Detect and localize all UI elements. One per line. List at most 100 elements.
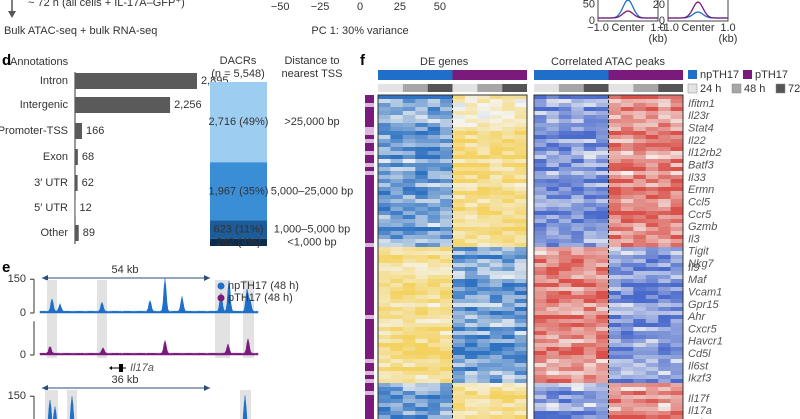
heatmap-cell: [514, 123, 528, 128]
heatmap-cell: [502, 131, 515, 136]
heatmap-cell: [402, 267, 416, 272]
heatmap-cell: [558, 399, 572, 404]
heatmap-cell: [596, 319, 609, 324]
profile-frame: [667, 0, 729, 22]
heatmap-cell: [427, 155, 441, 160]
heatmap-cell: [608, 143, 622, 148]
heatmap-cell: [658, 395, 671, 400]
heatmap-cell: [658, 331, 671, 336]
heatmap-cell: [440, 127, 453, 132]
heatmap-cell: [558, 363, 572, 368]
heatmap-cell: [402, 131, 416, 136]
heatmap-cell: [571, 251, 584, 256]
heatmap-cell: [658, 227, 671, 232]
heatmap-cell: [452, 95, 466, 100]
heatmap-cell: [415, 315, 428, 320]
heatmap-cell: [415, 283, 428, 288]
heatmap-cell: [440, 231, 453, 236]
heatmap-cell: [464, 335, 478, 340]
heatmap-cell: [390, 259, 404, 264]
heatmap-cell: [477, 331, 490, 336]
heatmap-cell: [502, 319, 515, 324]
time-bar: [427, 84, 453, 92]
heatmap-cell: [534, 307, 547, 312]
heatmap-cell: [390, 283, 404, 288]
heatmap-cell: [633, 331, 646, 336]
heatmap-cell: [571, 315, 584, 320]
heatmap-cell: [658, 335, 671, 340]
heatmap-cell: [427, 163, 441, 168]
heatmap-cell: [440, 347, 453, 352]
heatmap-cell: [670, 203, 684, 208]
heatmap-cell: [514, 395, 528, 400]
heatmap-cell: [571, 119, 584, 124]
heatmap-cell: [378, 355, 391, 360]
heatmap-cell: [645, 183, 659, 188]
heatmap-cell: [558, 403, 572, 408]
row-annotation: [365, 243, 374, 248]
heatmap-cell: [489, 255, 503, 260]
heatmap-cell: [620, 187, 634, 192]
heatmap-cell: [633, 143, 646, 148]
heatmap-cell: [489, 391, 503, 396]
heatmap-cell: [620, 339, 634, 344]
heatmap-cell: [596, 287, 609, 292]
row-annotation: [365, 403, 374, 408]
heatmap-cell: [534, 255, 547, 260]
heatmap-cell: [670, 259, 684, 264]
heatmap-cell: [620, 295, 634, 300]
heatmap-cell: [670, 319, 684, 324]
heatmap-cell: [658, 287, 671, 292]
heatmap-cell: [440, 303, 453, 308]
heatmap-cell: [670, 271, 684, 276]
heatmap-cell: [390, 163, 404, 168]
heatmap-cell: [452, 395, 466, 400]
heatmap-cell: [464, 375, 478, 380]
heatmap-cell: [502, 347, 515, 352]
heatmap-cell: [534, 283, 547, 288]
heatmap-cell: [608, 407, 622, 412]
heatmap-cell: [427, 203, 441, 208]
track-y-tick: 0: [20, 349, 26, 361]
heatmap-cell: [571, 283, 584, 288]
heatmap-cell: [514, 107, 528, 112]
heatmap-cell: [440, 167, 453, 172]
heatmap-cell: [427, 147, 441, 152]
heatmap-cell: [596, 243, 609, 248]
profile-curve: [598, 10, 658, 19]
heatmap-cell: [440, 195, 453, 200]
time-bar: [502, 84, 527, 92]
heatmap-cell: [583, 383, 597, 388]
step-text: ~ 72 h (all cells + IL-17A–GFP⁺): [28, 0, 185, 9]
heatmap-cell: [464, 259, 478, 264]
profile-y-tick: 0: [659, 15, 665, 27]
heatmap-cell: [452, 271, 466, 276]
heatmap-cell: [378, 351, 391, 356]
heatmap-cell: [427, 151, 441, 156]
heatmap-cell: [427, 99, 441, 104]
heatmap-cell: [534, 411, 547, 416]
heatmap-cell: [514, 243, 528, 248]
row-annotation: [365, 359, 374, 364]
heatmap-cell: [571, 299, 584, 304]
heatmap-cell: [633, 147, 646, 152]
bar: [75, 225, 79, 241]
heatmap-cell: [633, 399, 646, 404]
heatmap-cell: [415, 203, 428, 208]
heatmap-cell: [440, 299, 453, 304]
heatmap-cell: [514, 103, 528, 108]
heatmap-cell: [452, 367, 466, 372]
heatmap-cell: [514, 135, 528, 140]
heatmap-cell: [546, 127, 560, 132]
heatmap-cell: [378, 363, 391, 368]
heatmap-cell: [378, 155, 391, 160]
heatmap-cell: [415, 347, 428, 352]
heatmap-cell: [645, 127, 659, 132]
heatmap-cell: [670, 247, 684, 252]
heatmap-cell: [390, 411, 404, 416]
heatmap-cell: [670, 195, 684, 200]
heatmap-cell: [477, 219, 490, 224]
heatmap-cell: [502, 147, 515, 152]
heatmap-cell: [546, 199, 560, 204]
heatmap-cell: [427, 251, 441, 256]
